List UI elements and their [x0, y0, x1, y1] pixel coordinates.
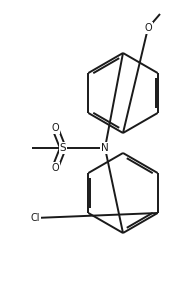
- Text: O: O: [51, 163, 59, 173]
- Text: O: O: [144, 23, 152, 33]
- Text: O: O: [51, 123, 59, 133]
- Text: S: S: [60, 143, 66, 153]
- Text: Cl: Cl: [30, 213, 40, 223]
- Text: N: N: [101, 143, 109, 153]
